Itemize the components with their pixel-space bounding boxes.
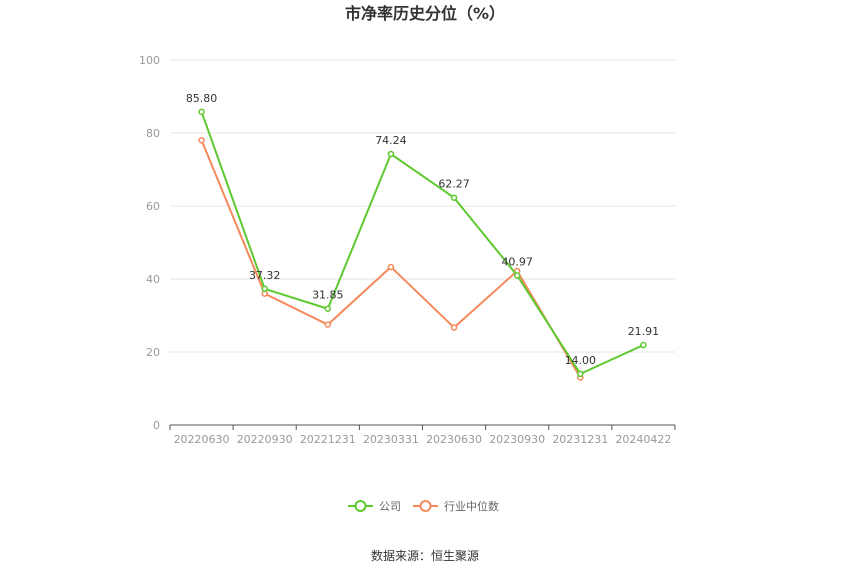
series-group: 85.80 37.32 31.85 74.24 62.27 40.97 14.00 21.91 [186, 92, 660, 381]
data-label: 40.97 [501, 255, 533, 268]
x-axis: 20220630 20220930 20221231 20230331 20230630… [169, 424, 676, 446]
data-label: 14.00 [565, 354, 597, 367]
grid [170, 59, 675, 353]
x-tick-label: 20230630 [426, 433, 482, 446]
series-line-0 [200, 111, 644, 376]
legend-marker-icon [419, 500, 432, 512]
y-tick-label: 40 [146, 273, 160, 286]
data-point [577, 370, 584, 378]
legend-label: 公司 [379, 500, 401, 513]
legend-item-0[interactable]: 公司 [348, 500, 401, 513]
data-point [640, 341, 647, 349]
data-label: 62.27 [438, 178, 470, 191]
data-point [198, 108, 205, 116]
y-tick-label: 80 [146, 127, 160, 140]
data-point [261, 285, 268, 293]
y-tick-label: 20 [146, 346, 160, 359]
data-point [387, 263, 395, 271]
x-tick-label: 20230331 [363, 433, 419, 446]
x-tick-label: 20240422 [615, 433, 671, 446]
y-axis: 0 20 40 60 80 100 [139, 54, 160, 432]
data-label: 37.32 [249, 269, 281, 282]
data-label: 31.85 [312, 289, 344, 302]
data-label: 21.91 [628, 325, 660, 338]
data-point [513, 272, 521, 279]
legend-item-1[interactable]: 行业中位数 [413, 499, 499, 513]
y-tick-label: 100 [139, 54, 160, 67]
data-point [450, 324, 458, 331]
legend-label: 行业中位数 [444, 499, 499, 513]
data-point [387, 150, 395, 158]
x-tick-label: 20230930 [489, 433, 545, 446]
data-point [324, 305, 332, 312]
y-tick-label: 0 [153, 419, 160, 432]
legend-marker-icon [354, 500, 367, 512]
x-tick-label: 20231231 [552, 433, 608, 446]
data-label: 85.80 [186, 92, 218, 105]
data-point [324, 321, 332, 328]
x-tick-label: 20220630 [174, 433, 230, 446]
x-tick-label: 20221231 [300, 433, 356, 446]
x-tick-label: 20220930 [237, 433, 293, 446]
data-point [198, 137, 205, 144]
data-source: 数据来源：恒生聚源 [371, 548, 479, 563]
y-tick-label: 60 [146, 200, 160, 213]
data-point [450, 194, 458, 201]
legend[interactable]: 公司 行业中位数 [348, 499, 499, 513]
chart-title: 市净率历史分位（%） [345, 4, 505, 23]
data-label: 74.24 [375, 134, 407, 147]
